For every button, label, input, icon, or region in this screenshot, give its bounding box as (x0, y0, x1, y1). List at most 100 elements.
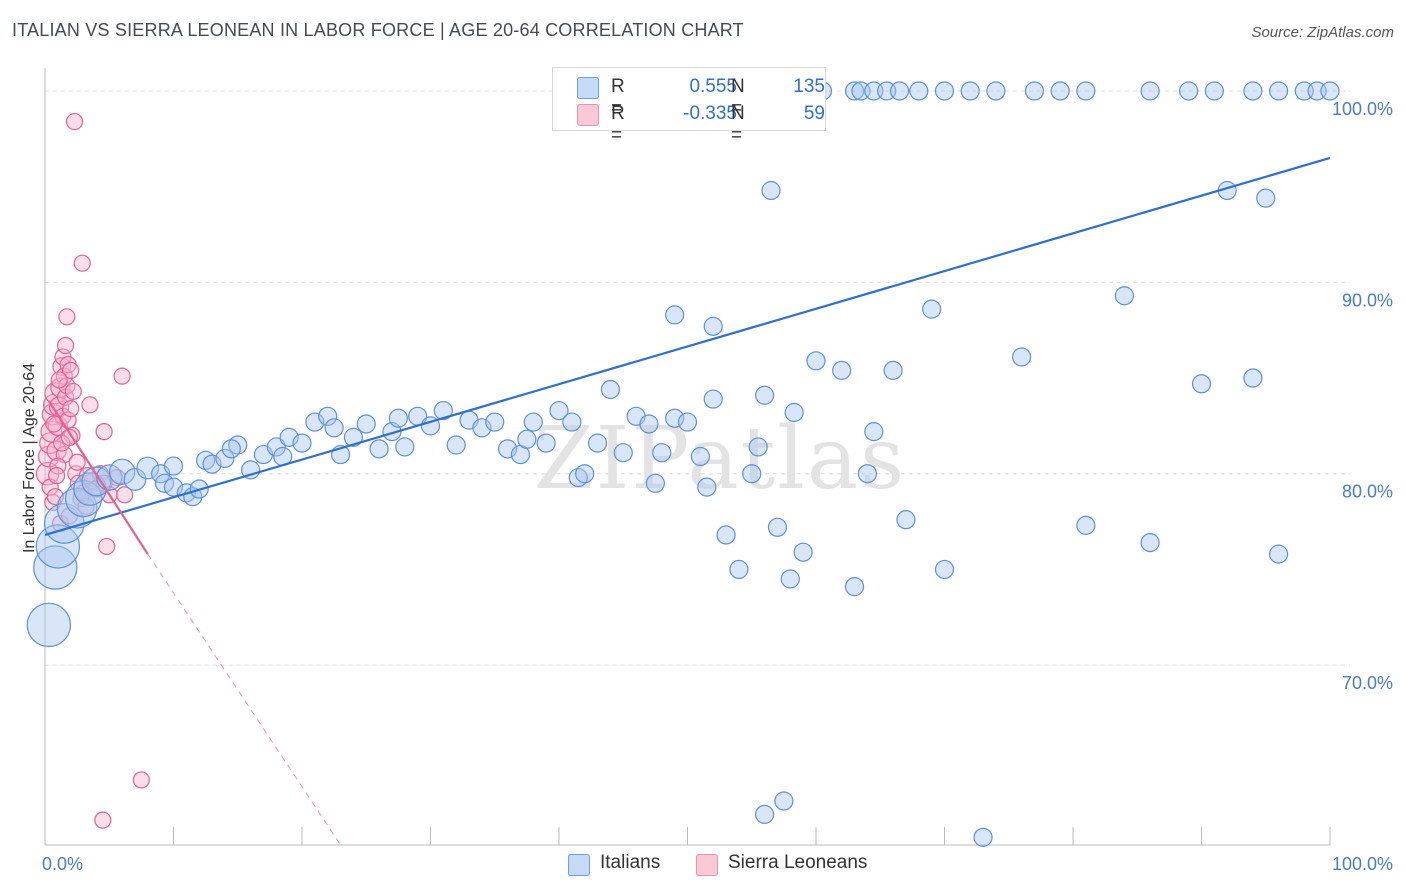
legend-label: Sierra Leoneans (728, 852, 868, 873)
italian-point (761, 180, 781, 201)
italian-point (754, 385, 775, 405)
italian-point (575, 464, 595, 484)
sierra-leonean-point (94, 811, 112, 829)
italian-point (665, 408, 685, 428)
sierra-leonean-point (77, 497, 95, 515)
n-label: N = (731, 76, 745, 119)
italian-point (645, 473, 665, 493)
italian-point (1011, 347, 1032, 367)
italian-point (896, 510, 916, 530)
r-label: R = (611, 76, 625, 119)
chart-title: ITALIAN VS SIERRA LEONEAN IN LABOR FORCE… (12, 20, 744, 40)
italian-point (123, 468, 147, 491)
italian-point (215, 448, 235, 469)
italian-point (388, 408, 408, 428)
sierra-leonean-point (95, 423, 113, 441)
italian-point (934, 81, 955, 101)
italian-point (549, 400, 569, 421)
sierra-leonean-point (98, 537, 116, 556)
sierra-leonean-point (45, 415, 63, 433)
italian-point (1114, 286, 1135, 306)
italian-point (767, 517, 788, 537)
pink-swatch (696, 854, 718, 876)
italian-point (1076, 515, 1096, 535)
italian-point (318, 406, 338, 426)
sierra-leonean-trendline (47, 400, 149, 555)
italian-point (729, 559, 749, 580)
italian-point (748, 437, 768, 457)
italian-trendline (44, 156, 1331, 537)
y-tick-label: 100.0% (1332, 99, 1393, 119)
italian-point (883, 360, 903, 380)
italian-point (832, 360, 852, 380)
sierra-leonean-point (68, 453, 86, 471)
sierra-leonean-points (35, 112, 150, 829)
sierra-leonean-point (116, 486, 134, 504)
italian-point (780, 569, 800, 589)
italian-point (1140, 533, 1160, 553)
italian-point (613, 443, 633, 463)
italian-point (433, 400, 453, 421)
italian-point (1179, 81, 1199, 101)
sierra-leonean-point (62, 400, 80, 418)
italian-point (485, 412, 505, 432)
italian-point (517, 429, 537, 449)
r-label: R = (611, 103, 625, 146)
italian-point (1076, 81, 1096, 101)
italian-point (587, 433, 608, 453)
italian-point (960, 81, 980, 101)
italian-point (844, 577, 865, 597)
italian-point (864, 422, 884, 442)
x-tick-label: 0.0% (42, 854, 83, 874)
blue-swatch (577, 77, 599, 99)
italian-point (1243, 368, 1263, 388)
italian-point (395, 437, 415, 457)
italian-point (986, 81, 1006, 101)
pink-swatch (577, 104, 599, 126)
stats-legend: R = 0.555 N = 135 R = -0.335 N = 59 (552, 67, 826, 146)
italian-point (973, 827, 993, 847)
italian-point (703, 389, 723, 409)
italian-point (163, 456, 184, 476)
italian-point (221, 439, 241, 459)
sierra-leonean-point (56, 336, 75, 355)
italian-point (889, 81, 910, 101)
italian-point (266, 437, 286, 457)
italian-point (1320, 81, 1340, 101)
italian-point (857, 464, 878, 484)
italian-point (523, 412, 543, 432)
italian-point (600, 379, 621, 400)
sierra-leonean-point (73, 254, 91, 272)
x-tick-label: 100.0% (1332, 854, 1393, 874)
italian-point (446, 435, 466, 455)
italian-points (26, 81, 1340, 847)
italian-point (536, 433, 556, 453)
sierra-leonean-point (65, 112, 84, 131)
italian-point (108, 458, 136, 486)
sierra-leonean-point (132, 771, 150, 789)
sierra-leonean-point (60, 428, 79, 446)
y-tick-label: 80.0% (1342, 482, 1393, 502)
tick-labels: 70.0% 80.0% 90.0% 100.0% 0.0% 100.0% (42, 99, 1393, 874)
sierra-leonean-point (113, 367, 131, 385)
italian-point (742, 464, 762, 484)
italian-point (703, 316, 723, 336)
italian-point (1268, 81, 1289, 101)
y-axis-label: In Labor Force | Age 20-64 (21, 363, 38, 553)
source-label: Source: ZipAtlas.com (1251, 24, 1394, 41)
italian-point (697, 477, 717, 497)
n-value: 135 (793, 76, 825, 97)
n-value: 59 (803, 103, 825, 124)
italian-point (562, 412, 582, 432)
watermark: ZIPatlas (534, 409, 906, 509)
italian-point (922, 299, 942, 319)
italian-point (1204, 81, 1224, 101)
italian-point (754, 804, 775, 824)
legend-label: Italians (600, 852, 661, 873)
gridlines (45, 90, 1350, 666)
italian-point (1140, 81, 1160, 101)
italian-point (26, 602, 72, 648)
sierra-leonean-point (81, 396, 99, 414)
italian-point (1256, 188, 1276, 208)
italian-point (677, 412, 698, 432)
